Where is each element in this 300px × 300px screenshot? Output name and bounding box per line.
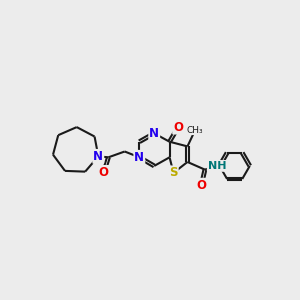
Text: O: O: [99, 166, 109, 179]
Text: O: O: [196, 179, 206, 192]
Text: NH: NH: [208, 161, 226, 171]
Text: S: S: [169, 167, 178, 179]
Text: N: N: [149, 127, 159, 140]
Text: N: N: [93, 150, 103, 163]
Text: CH₃: CH₃: [187, 126, 203, 135]
Text: N: N: [134, 151, 144, 164]
Text: O: O: [173, 121, 183, 134]
